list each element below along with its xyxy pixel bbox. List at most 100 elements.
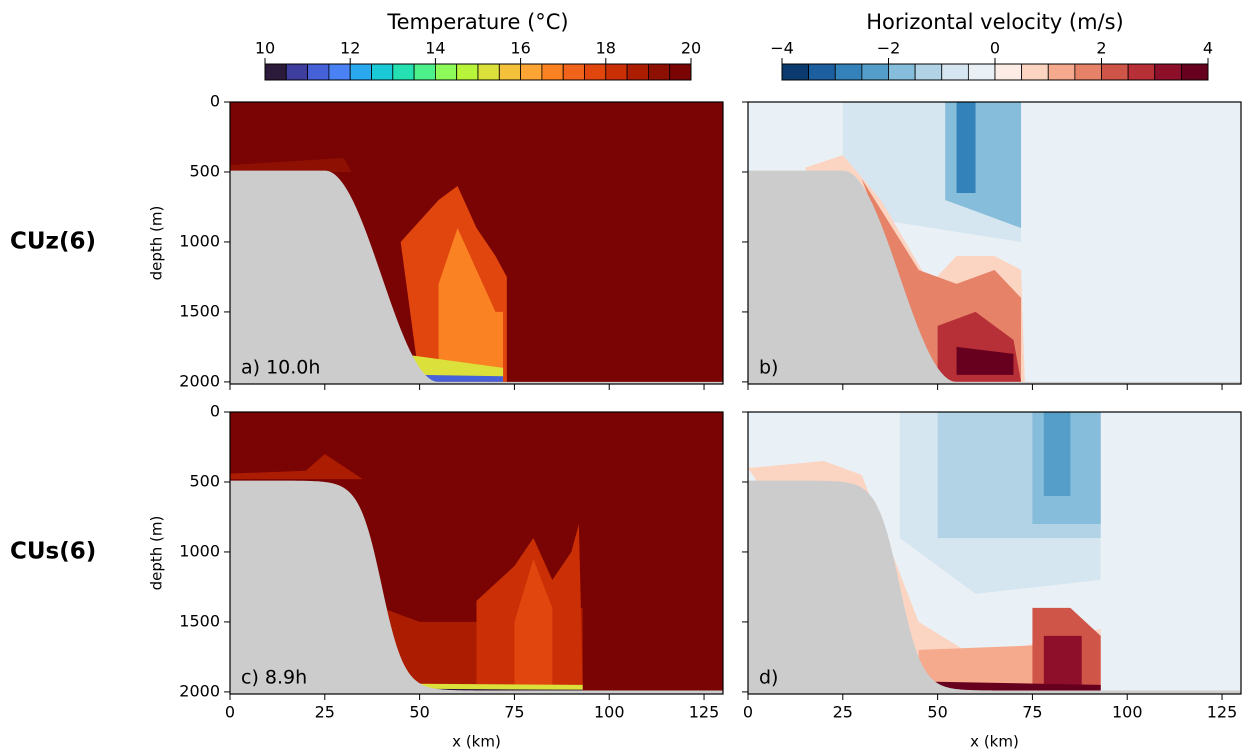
panel-label: a) 10.0h	[241, 357, 320, 379]
axes-frame	[229, 101, 724, 385]
colorbar-segment	[541, 63, 564, 81]
row-label: CUs(6)	[10, 539, 96, 565]
colorbar-segment	[456, 63, 479, 81]
colorbar-segment	[834, 63, 863, 81]
colorbar-tick-label: 0	[990, 39, 1000, 58]
colorbar-tick-label: 18	[596, 39, 616, 58]
colorbar-frame	[264, 63, 692, 81]
x-tick-label: 0	[743, 703, 753, 722]
y-tick-label: 0	[210, 92, 220, 111]
y-tick-label: 0	[210, 402, 220, 421]
colorbar-tick-label: −2	[877, 39, 901, 58]
row-label: CUz(6)	[10, 229, 96, 255]
colorbar-tick-label: 20	[681, 39, 701, 58]
x-tick-label: 50	[927, 703, 947, 722]
x-tick-label: 75	[1022, 703, 1042, 722]
colorbar-tick-label: 2	[1096, 39, 1106, 58]
x-tick-label: 100	[1112, 703, 1143, 722]
x-tick-label: 25	[315, 703, 335, 722]
colorbar-segment	[264, 63, 287, 81]
x-axis-label: x (km)	[452, 733, 501, 751]
colorbar-segment	[371, 63, 394, 81]
colorbar-segment	[605, 63, 628, 81]
topography	[748, 170, 1241, 384]
colorbar-segment	[1101, 63, 1129, 81]
y-axis-label: depth (m)	[148, 206, 166, 281]
y-tick-label: 1000	[179, 231, 220, 250]
colorbar-segment	[941, 63, 969, 81]
y-tick-label: 1000	[179, 541, 220, 560]
panel	[748, 412, 1241, 694]
panel	[748, 102, 1241, 384]
colorbar-segment	[669, 63, 692, 81]
colorbar-segment	[520, 63, 543, 81]
x-tick-label: 50	[409, 703, 429, 722]
colorbar-segment	[584, 63, 607, 81]
colorbar-segment	[781, 63, 810, 81]
colorbar-segment	[648, 63, 671, 81]
colorbar-segment	[498, 63, 521, 81]
panel-label: b)	[759, 357, 778, 379]
y-tick-label: 1500	[179, 301, 220, 320]
panel	[230, 102, 723, 384]
colorbar-segment	[1127, 63, 1156, 81]
colorbar-segment	[413, 63, 436, 81]
colorbar-segment	[349, 63, 372, 81]
colorbar-segment	[1047, 63, 1076, 81]
colorbar-segment	[967, 63, 996, 81]
axes-frame	[229, 411, 724, 695]
field-region	[956, 102, 976, 193]
colorbar-segment	[562, 63, 585, 81]
field-region	[438, 227, 504, 380]
colorbar-segment	[914, 63, 943, 81]
x-tick-label: 25	[833, 703, 853, 722]
colorbar-segment	[1180, 63, 1209, 81]
x-tick-label: 75	[504, 703, 524, 722]
panel-label: d)	[759, 667, 778, 689]
colorbar-tick-label: −4	[770, 39, 794, 58]
field-region	[956, 346, 1014, 375]
colorbar-title: Horizontal velocity (m/s)	[866, 10, 1124, 34]
colorbar-segment	[1021, 63, 1049, 81]
y-tick-label: 2000	[179, 681, 220, 700]
y-tick-label: 500	[189, 471, 220, 490]
y-tick-label: 1500	[179, 611, 220, 630]
x-tick-label: 125	[689, 703, 720, 722]
topography	[748, 480, 1241, 694]
colorbar-segment	[626, 63, 649, 81]
x-tick-label: 100	[594, 703, 625, 722]
axes-frame	[747, 411, 1242, 695]
panel-label: c) 8.9h	[241, 667, 307, 689]
y-axis-label: depth (m)	[148, 516, 166, 591]
axes-frame	[747, 101, 1242, 385]
panel	[230, 412, 723, 694]
colorbar-segment	[1074, 63, 1102, 81]
field-region	[230, 453, 363, 480]
colorbar-tick-label: 4	[1203, 39, 1213, 58]
colorbar-tick-label: 10	[255, 39, 275, 58]
colorbar-tick-label: 12	[340, 39, 360, 58]
colorbar-tick-label: 14	[425, 39, 445, 58]
field-region	[1043, 412, 1071, 496]
field-region	[400, 353, 504, 381]
field-region	[419, 374, 504, 382]
colorbar-segment	[808, 63, 836, 81]
colorbar-segment	[392, 63, 415, 81]
x-tick-label: 0	[225, 703, 235, 722]
y-tick-label: 2000	[179, 371, 220, 390]
colorbar-segment	[994, 63, 1023, 81]
x-tick-label: 125	[1207, 703, 1238, 722]
colorbar-segment	[307, 63, 330, 81]
colorbar-segment	[888, 63, 916, 81]
colorbar-segment	[861, 63, 889, 81]
field-region	[230, 157, 352, 172]
colorbar-title: Temperature (°C)	[386, 10, 568, 34]
field-region	[1043, 635, 1082, 685]
topography	[230, 480, 723, 694]
colorbar-segment	[285, 63, 308, 81]
colorbar-tick-label: 16	[510, 39, 530, 58]
colorbar-segment	[1154, 63, 1182, 81]
x-axis-label: x (km)	[970, 733, 1019, 751]
colorbar-segment	[434, 63, 458, 81]
